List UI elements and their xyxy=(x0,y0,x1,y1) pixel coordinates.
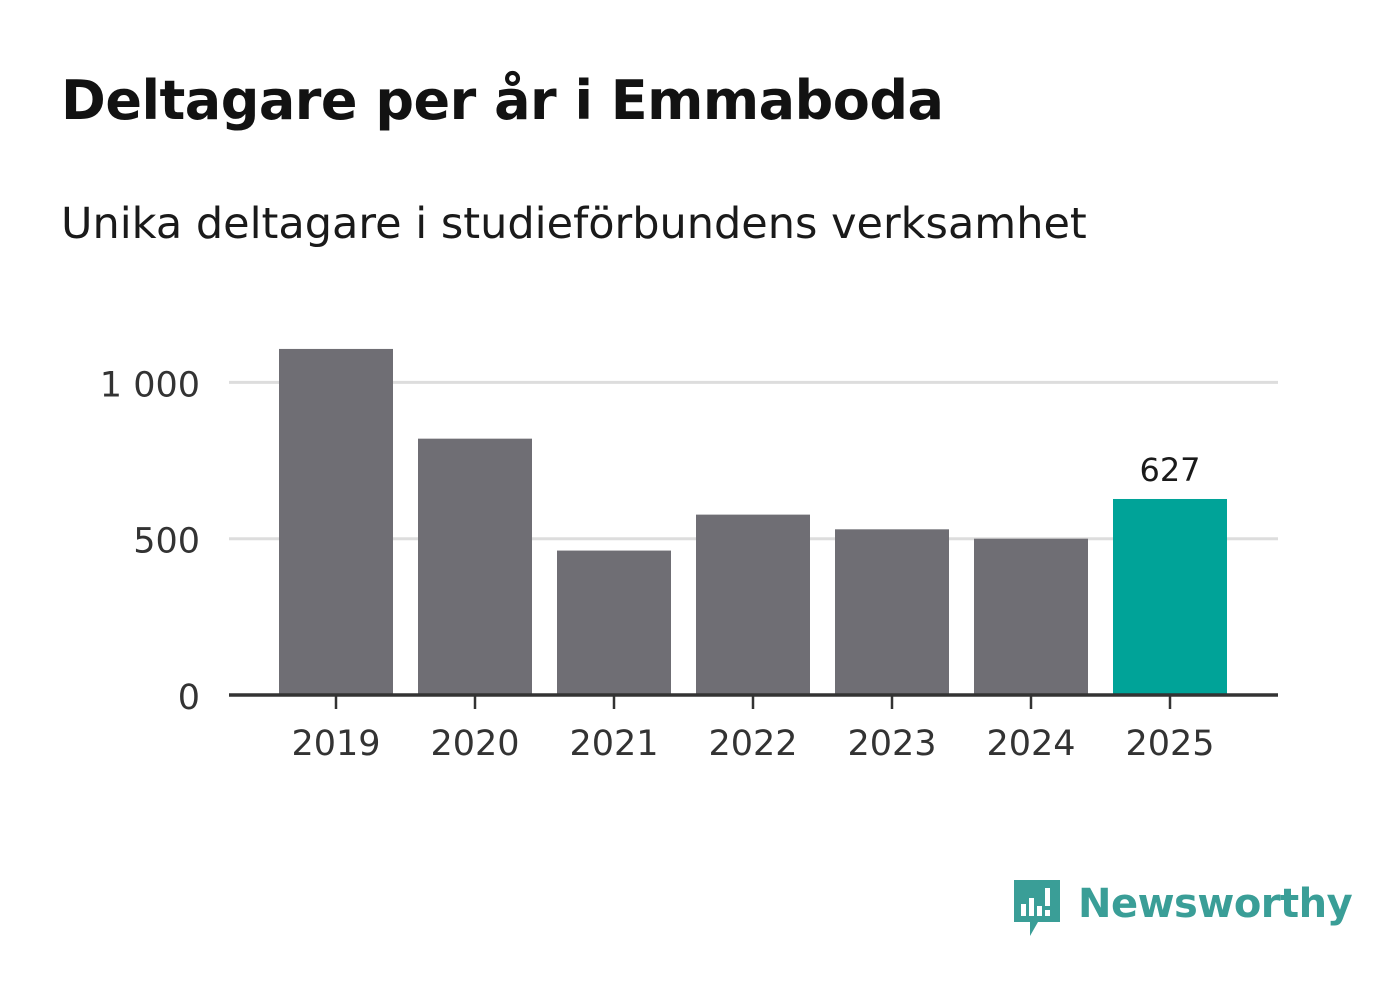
x-tick-label: 2024 xyxy=(986,724,1075,764)
y-tick-label: 500 xyxy=(133,522,200,562)
chart-title: Deltagare per år i Emmaboda xyxy=(61,69,944,132)
y-tick-label: 1 000 xyxy=(100,365,200,405)
x-tick-label: 2022 xyxy=(708,724,797,764)
chart-subtitle: Unika deltagare i studieförbundens verks… xyxy=(61,199,1087,249)
bar-2020 xyxy=(418,438,532,695)
bar-2022 xyxy=(696,514,810,695)
bar-2025 xyxy=(1113,498,1227,695)
x-tick-label: 2020 xyxy=(430,724,519,764)
y-axis-ticks: 0 500 1 000 xyxy=(100,365,200,718)
y-tick-label: 0 xyxy=(178,678,200,718)
data-label: 627 xyxy=(1139,451,1200,489)
x-tick-label: 2021 xyxy=(569,724,658,764)
x-tick-label: 2019 xyxy=(291,724,380,764)
x-axis-ticks: 2019 2020 2021 2022 2023 2024 2025 xyxy=(291,724,1214,764)
x-axis xyxy=(229,693,1278,709)
bar-2021 xyxy=(557,550,671,695)
bars xyxy=(279,348,1227,695)
data-labels: 627 xyxy=(1139,451,1200,489)
newsworthy-logo: Newsworthy xyxy=(1010,876,1353,938)
x-tick-label: 2023 xyxy=(847,724,936,764)
newsworthy-logo-icon xyxy=(1014,880,1060,936)
brand-name: Newsworthy xyxy=(1078,881,1353,927)
bar-2019 xyxy=(279,348,393,695)
bar-2023 xyxy=(835,529,949,695)
bar-2024 xyxy=(974,538,1088,695)
x-tick-label: 2025 xyxy=(1125,724,1214,764)
